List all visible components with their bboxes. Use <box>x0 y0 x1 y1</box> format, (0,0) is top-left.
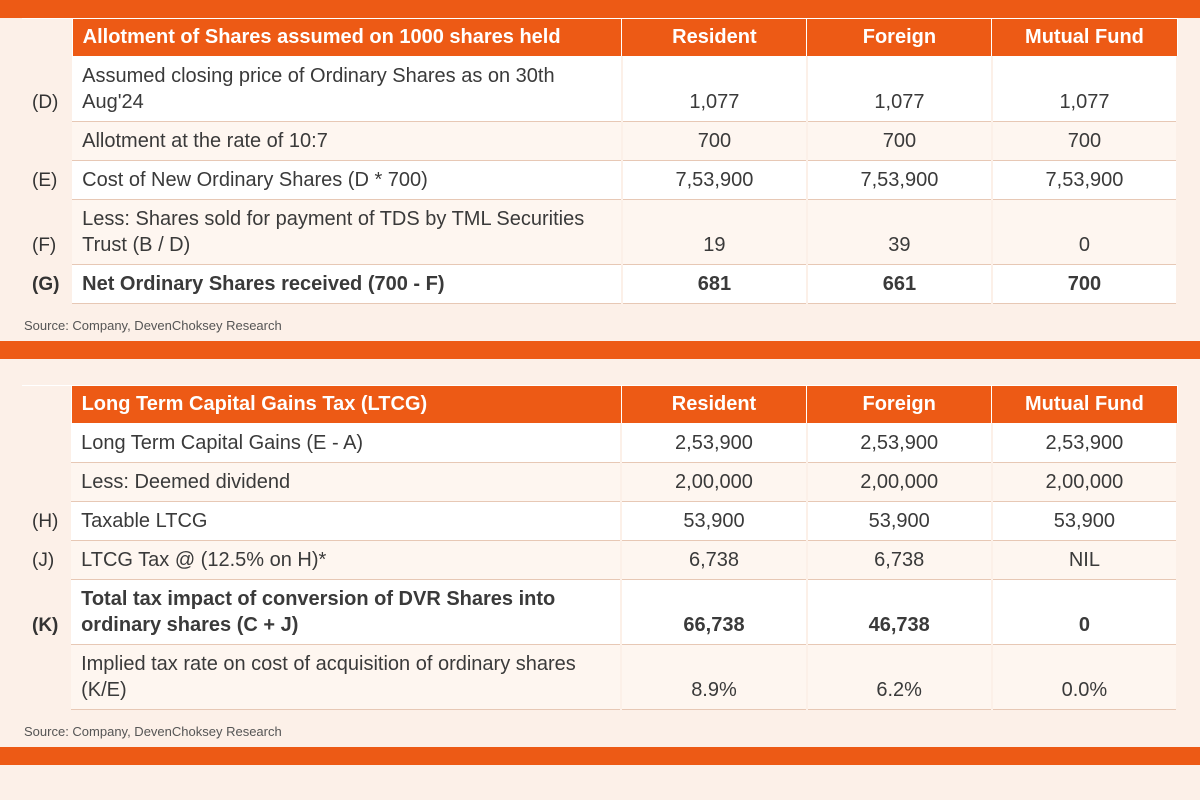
table-row: (G)Net Ordinary Shares received (700 - F… <box>22 265 1177 304</box>
table-row: (J)LTCG Tax @ (12.5% on H)*6,7386,738NIL <box>22 541 1177 580</box>
table1-col3-header: Mutual Fund <box>992 19 1177 57</box>
row-value: 2,00,000 <box>807 463 992 502</box>
row-value: 7,53,900 <box>622 161 807 200</box>
table-row: Long Term Capital Gains (E - A)2,53,9002… <box>22 424 1177 463</box>
table-row: (E)Cost of New Ordinary Shares (D * 700)… <box>22 161 1177 200</box>
row-value: 661 <box>807 265 992 304</box>
table2-section: Long Term Capital Gains Tax (LTCG) Resid… <box>0 385 1200 747</box>
row-ref: (K) <box>22 580 71 645</box>
table2-col1-header: Resident <box>621 386 806 424</box>
row-label: Cost of New Ordinary Shares (D * 700) <box>72 161 622 200</box>
table2-col3-header: Mutual Fund <box>992 386 1177 424</box>
row-value: 0 <box>992 200 1177 265</box>
row-label: Implied tax rate on cost of acquisition … <box>71 645 621 710</box>
table-row: Less: Deemed dividend2,00,0002,00,0002,0… <box>22 463 1177 502</box>
row-value: 6,738 <box>621 541 806 580</box>
table-row: (K)Total tax impact of conversion of DVR… <box>22 580 1177 645</box>
row-label: Assumed closing price of Ordinary Shares… <box>72 57 622 122</box>
row-label: Less: Deemed dividend <box>71 463 621 502</box>
row-label: Allotment at the rate of 10:7 <box>72 122 622 161</box>
row-value: 66,738 <box>621 580 806 645</box>
row-value: 7,53,900 <box>807 161 992 200</box>
row-ref: (H) <box>22 502 71 541</box>
mid-bar <box>0 341 1200 359</box>
table1-section: Allotment of Shares assumed on 1000 shar… <box>0 18 1200 341</box>
row-value: 1,077 <box>807 57 992 122</box>
row-ref: (D) <box>22 57 72 122</box>
row-label: Net Ordinary Shares received (700 - F) <box>72 265 622 304</box>
table-row: (F)Less: Shares sold for payment of TDS … <box>22 200 1177 265</box>
row-ref <box>22 122 72 161</box>
row-value: 6,738 <box>807 541 992 580</box>
row-value: 1,077 <box>992 57 1177 122</box>
row-value: 700 <box>992 122 1177 161</box>
table2-ref-header <box>22 386 71 424</box>
row-ref: (F) <box>22 200 72 265</box>
table-row: Allotment at the rate of 10:7700700700 <box>22 122 1177 161</box>
top-bar <box>0 0 1200 18</box>
row-value: 2,53,900 <box>621 424 806 463</box>
row-value: 2,00,000 <box>621 463 806 502</box>
table1-col1-header: Resident <box>622 19 807 57</box>
allotment-table: Allotment of Shares assumed on 1000 shar… <box>22 18 1178 304</box>
bottom-bar <box>0 747 1200 765</box>
row-value: 0.0% <box>992 645 1177 710</box>
table-row: Implied tax rate on cost of acquisition … <box>22 645 1177 710</box>
row-ref: (J) <box>22 541 71 580</box>
row-ref: (G) <box>22 265 72 304</box>
table2-col2-header: Foreign <box>807 386 992 424</box>
table1-ref-header <box>22 19 72 57</box>
row-value: 39 <box>807 200 992 265</box>
row-value: 46,738 <box>807 580 992 645</box>
row-value: 2,53,900 <box>992 424 1177 463</box>
ltcg-table: Long Term Capital Gains Tax (LTCG) Resid… <box>22 385 1178 710</box>
table1-title-header: Allotment of Shares assumed on 1000 shar… <box>72 19 622 57</box>
row-value: 53,900 <box>992 502 1177 541</box>
row-value: 6.2% <box>807 645 992 710</box>
row-label: Taxable LTCG <box>71 502 621 541</box>
row-label: Total tax impact of conversion of DVR Sh… <box>71 580 621 645</box>
row-value: 700 <box>807 122 992 161</box>
row-label: Long Term Capital Gains (E - A) <box>71 424 621 463</box>
row-value: 7,53,900 <box>992 161 1177 200</box>
row-value: 53,900 <box>807 502 992 541</box>
row-ref: (E) <box>22 161 72 200</box>
row-value: 2,00,000 <box>992 463 1177 502</box>
source-text-2: Source: Company, DevenChoksey Research <box>22 710 1178 747</box>
table-row: (D)Assumed closing price of Ordinary Sha… <box>22 57 1177 122</box>
source-text-1: Source: Company, DevenChoksey Research <box>22 304 1178 341</box>
row-value: 2,53,900 <box>807 424 992 463</box>
row-ref <box>22 463 71 502</box>
table1-col2-header: Foreign <box>807 19 992 57</box>
row-ref <box>22 645 71 710</box>
table-row: (H)Taxable LTCG53,90053,90053,900 <box>22 502 1177 541</box>
table2-title-header: Long Term Capital Gains Tax (LTCG) <box>71 386 621 424</box>
row-value: 19 <box>622 200 807 265</box>
row-value: 681 <box>622 265 807 304</box>
row-ref <box>22 424 71 463</box>
row-value: 1,077 <box>622 57 807 122</box>
row-value: NIL <box>992 541 1177 580</box>
row-value: 8.9% <box>621 645 806 710</box>
row-label: Less: Shares sold for payment of TDS by … <box>72 200 622 265</box>
row-value: 53,900 <box>621 502 806 541</box>
row-value: 0 <box>992 580 1177 645</box>
row-value: 700 <box>992 265 1177 304</box>
row-value: 700 <box>622 122 807 161</box>
row-label: LTCG Tax @ (12.5% on H)* <box>71 541 621 580</box>
